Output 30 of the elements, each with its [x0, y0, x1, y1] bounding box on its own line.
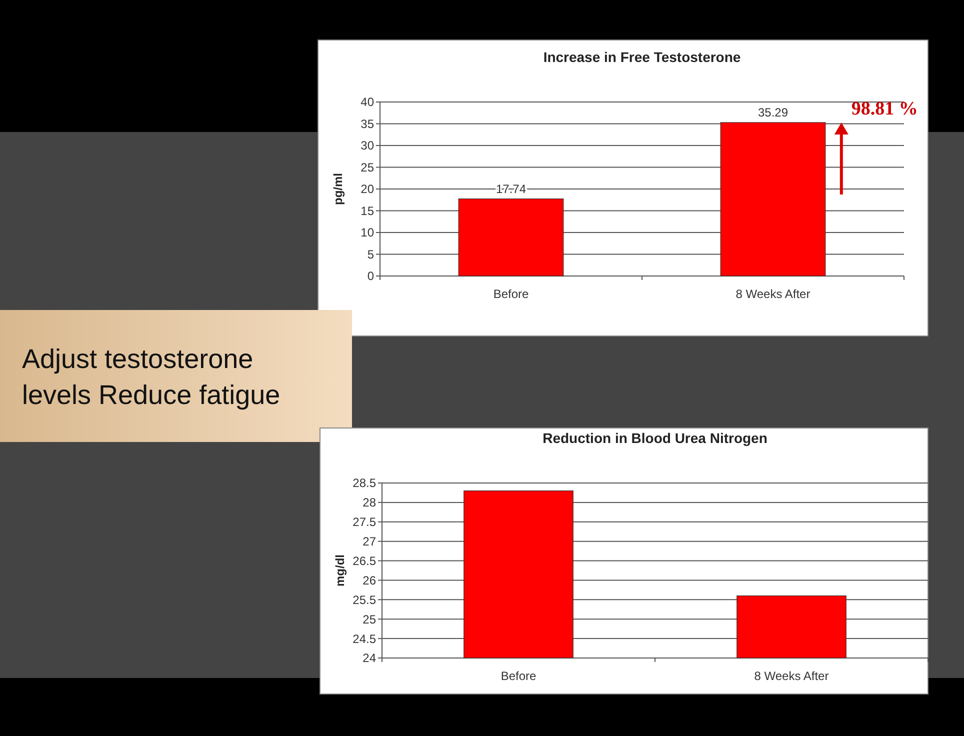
- y-tick-label: 26: [362, 573, 376, 588]
- y-tick-label: 28.5: [352, 476, 376, 490]
- y-tick-label: 35: [360, 116, 374, 131]
- y-tick-label: 27.5: [352, 515, 376, 530]
- y-tick-label: 20: [360, 182, 374, 196]
- y-tick-label: 0: [367, 269, 374, 284]
- chart-title: Increase in Free Testosterone: [543, 49, 741, 65]
- y-tick-label: 25.5: [352, 592, 376, 607]
- y-tick-label: 24.5: [352, 632, 376, 646]
- y-axis-title: mg/dl: [333, 554, 347, 586]
- chart-title: Reduction in Blood Urea Nitrogen: [542, 430, 768, 446]
- y-tick-label: 10: [360, 226, 374, 240]
- annotation: 98.81 %: [851, 98, 918, 120]
- x-tick-label: 8 Weeks After: [736, 287, 810, 301]
- data-label: 35.29: [758, 105, 788, 120]
- y-tick-label: 26.5: [352, 554, 376, 568]
- y-tick-label: 27: [362, 534, 376, 549]
- y-tick-label: 24: [362, 651, 376, 666]
- x-tick-label: 8 Weeks After: [754, 669, 829, 683]
- y-tick-label: 25: [360, 160, 374, 174]
- y-tick-label: 15: [360, 204, 374, 218]
- y-tick-label: 25: [362, 612, 376, 626]
- y-axis-title: pg/ml: [331, 173, 345, 205]
- y-tick-label: 30: [360, 138, 374, 153]
- y-tick-label: 5: [367, 247, 374, 262]
- x-tick-label: Before: [500, 669, 536, 683]
- y-tick-label: 40: [360, 95, 374, 110]
- y-tick-label: 28: [362, 496, 376, 510]
- x-tick-label: Before: [493, 287, 529, 301]
- text: Adjust testosterone levels Reduce fatigue: [22, 344, 280, 410]
